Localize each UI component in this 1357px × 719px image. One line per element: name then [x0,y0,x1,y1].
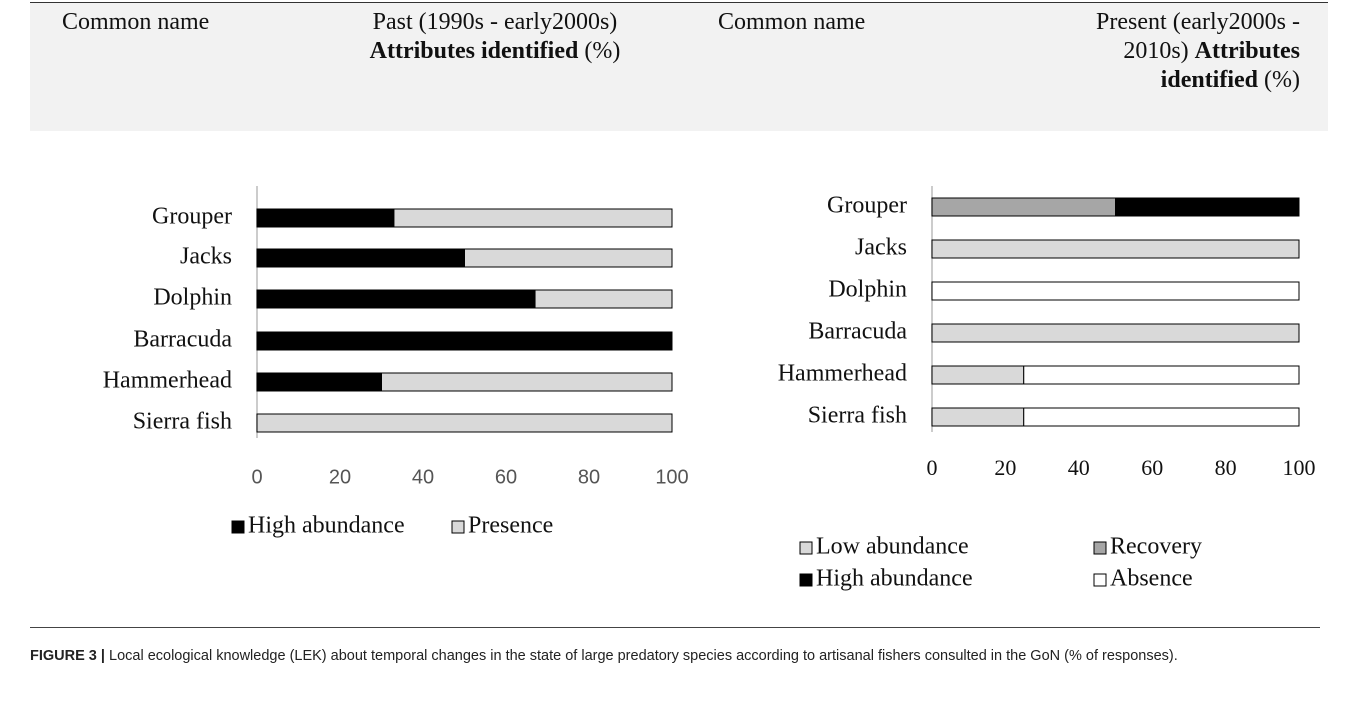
header-cell: Common name [62,8,209,37]
bar-segment [931,281,1300,301]
bar-segment [256,289,536,309]
legend-label: High abundance [248,513,405,539]
header-cell: Present (early2000s - 2010s) Attributes … [1060,8,1300,95]
legend-label: High abundance [816,566,973,592]
x-tick-label: 0 [927,455,938,480]
category-label: Sierra fish [808,403,907,429]
bar-segment [256,372,382,392]
header-text: Past (1990s - early2000s) [372,9,618,35]
category-label: Hammerhead [778,361,907,387]
category-label: Jacks [180,244,232,270]
category-label: Grouper [827,193,907,219]
header-text: Present (early2000s - 2010s) [1096,9,1300,64]
bar-segment [931,197,1116,217]
x-tick-label: 60 [1141,455,1163,480]
x-tick-label: 80 [1215,455,1237,480]
caption-label: FIGURE 3 | [30,648,105,664]
bar-segment [256,413,673,433]
legend-label: Absence [1110,566,1193,592]
header-text: Common name [62,9,210,35]
header-band [30,2,1328,131]
legend-label: Low abundance [816,534,969,560]
bar-segment [393,208,673,228]
bar-segment [464,248,673,268]
legend-swatch [451,520,465,534]
legend-swatch [799,573,813,587]
category-label: Hammerhead [103,368,232,394]
legend-label: Presence [468,513,553,539]
legend-swatch [231,520,245,534]
caption: FIGURE 3 | Local ecological knowledge (L… [30,646,1330,667]
category-label: Sierra fish [133,409,232,435]
category-label: Barracuda [808,319,907,345]
x-tick-label: 40 [412,466,434,488]
bar-segment [931,323,1300,343]
header-text: (%) [1264,67,1300,93]
bar-segment [931,365,1025,385]
legend-swatch [1093,573,1107,587]
legend-swatch [799,541,813,555]
x-tick-label: 40 [1068,455,1090,480]
bar-segment [931,239,1300,259]
bar-segment [534,289,673,309]
bar-segment [256,208,395,228]
header-bold: Attributes identified [1160,38,1300,93]
header-cell: Past (1990s - early2000s) Attributes ide… [330,8,660,66]
x-tick-label: 20 [994,455,1016,480]
category-label: Grouper [152,204,232,230]
bar-segment [256,331,673,351]
bar-segment [256,248,465,268]
legend-label: Recovery [1110,534,1202,560]
x-tick-label: 100 [1283,455,1316,480]
x-tick-label: 0 [251,466,262,488]
x-tick-label: 20 [329,466,351,488]
rule [30,627,1320,628]
legend-swatch [1093,541,1107,555]
x-tick-label: 100 [655,466,688,488]
x-tick-label: 60 [495,466,517,488]
header-text: Common name [718,9,866,35]
caption-text: Local ecological knowledge (LEK) about t… [109,648,1178,664]
bar-segment [931,407,1025,427]
category-label: Barracuda [133,327,232,353]
bar-segment [1023,407,1300,427]
x-tick-label: 80 [578,466,600,488]
category-label: Dolphin [828,277,907,303]
bar-segment [1115,197,1300,217]
bar-segment [1023,365,1300,385]
bar-segment [381,372,673,392]
header-bold: Attributes identified [369,38,579,64]
header-text: (%) [584,38,621,64]
category-label: Dolphin [153,285,232,311]
category-label: Jacks [855,235,907,261]
header-cell: Common name [718,8,865,37]
